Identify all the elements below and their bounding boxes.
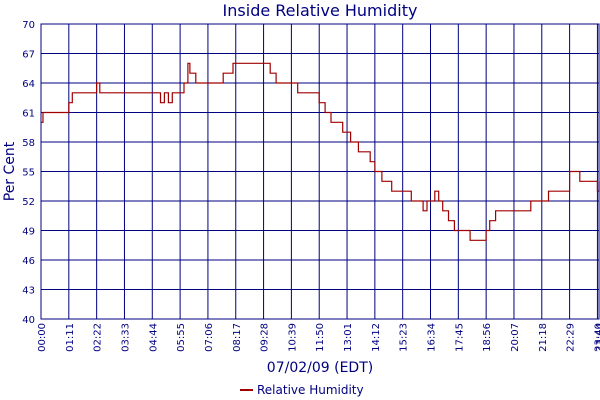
- plot-frame: [40, 23, 600, 320]
- y-tick-label: 70: [22, 20, 35, 31]
- x-tick-label: 17:45: [454, 323, 465, 352]
- x-tick-label: 20:07: [510, 323, 521, 352]
- x-tick-label: 16:34: [427, 323, 438, 352]
- x-tick-label: 01:11: [65, 323, 76, 352]
- x-tick-label: 18:56: [482, 323, 493, 352]
- x-tick-label: 22:29: [566, 323, 577, 352]
- y-tick-label: 61: [22, 109, 35, 120]
- y-tick-label: 55: [22, 168, 35, 179]
- x-tick-label: 10:39: [287, 323, 298, 352]
- x-tick-label: 08:17: [232, 323, 243, 352]
- y-tick-label: 46: [22, 256, 35, 267]
- x-tick-label: 02:22: [93, 323, 104, 352]
- x-tick-label: 23:40: [593, 323, 600, 352]
- x-tick-label: 04:44: [148, 323, 159, 352]
- y-tick-label: 49: [22, 227, 35, 238]
- legend-label: Relative Humidity: [257, 383, 364, 397]
- x-tick-label: 11:50: [315, 323, 326, 352]
- y-tick-label: 64: [22, 79, 35, 90]
- y-tick-label: 67: [22, 50, 35, 61]
- chart-title: Inside Relative Humidity: [223, 1, 418, 20]
- grid: [40, 23, 600, 320]
- y-tick-label: 40: [22, 315, 35, 326]
- legend: Relative Humidity: [240, 383, 364, 397]
- x-tick-label: 07:06: [204, 323, 215, 352]
- series-line-relative-humidity: [41, 62, 600, 241]
- x-tick-label: 05:55: [176, 323, 187, 352]
- x-tick-label: 03:33: [120, 323, 131, 352]
- x-tick-label: 14:12: [371, 323, 382, 352]
- x-axis-label: 07/02/09 (EDT): [267, 360, 373, 376]
- x-tick-label: 00:00: [37, 323, 48, 352]
- x-tick-label: 23:44: [595, 323, 600, 352]
- y-axis-label: Per Cent: [2, 141, 18, 201]
- x-tick-label: 21:18: [538, 323, 549, 352]
- y-tick-label: 58: [22, 138, 35, 149]
- x-tick-label: 09:28: [260, 323, 271, 352]
- x-tick-labels: 00:00 01:11 02:22 03:33 04:44 05:55 07:06 08:17…: [37, 323, 600, 352]
- y-tick-label: 43: [22, 286, 35, 297]
- y-tick-label: 52: [22, 197, 35, 208]
- series-lines: [41, 62, 600, 241]
- x-tick-label: 15:23: [399, 323, 410, 352]
- y-tick-labels: 40 43 46 49 52 55 58 61 64 67 70: [22, 20, 35, 326]
- x-tick-label: 13:01: [343, 323, 354, 352]
